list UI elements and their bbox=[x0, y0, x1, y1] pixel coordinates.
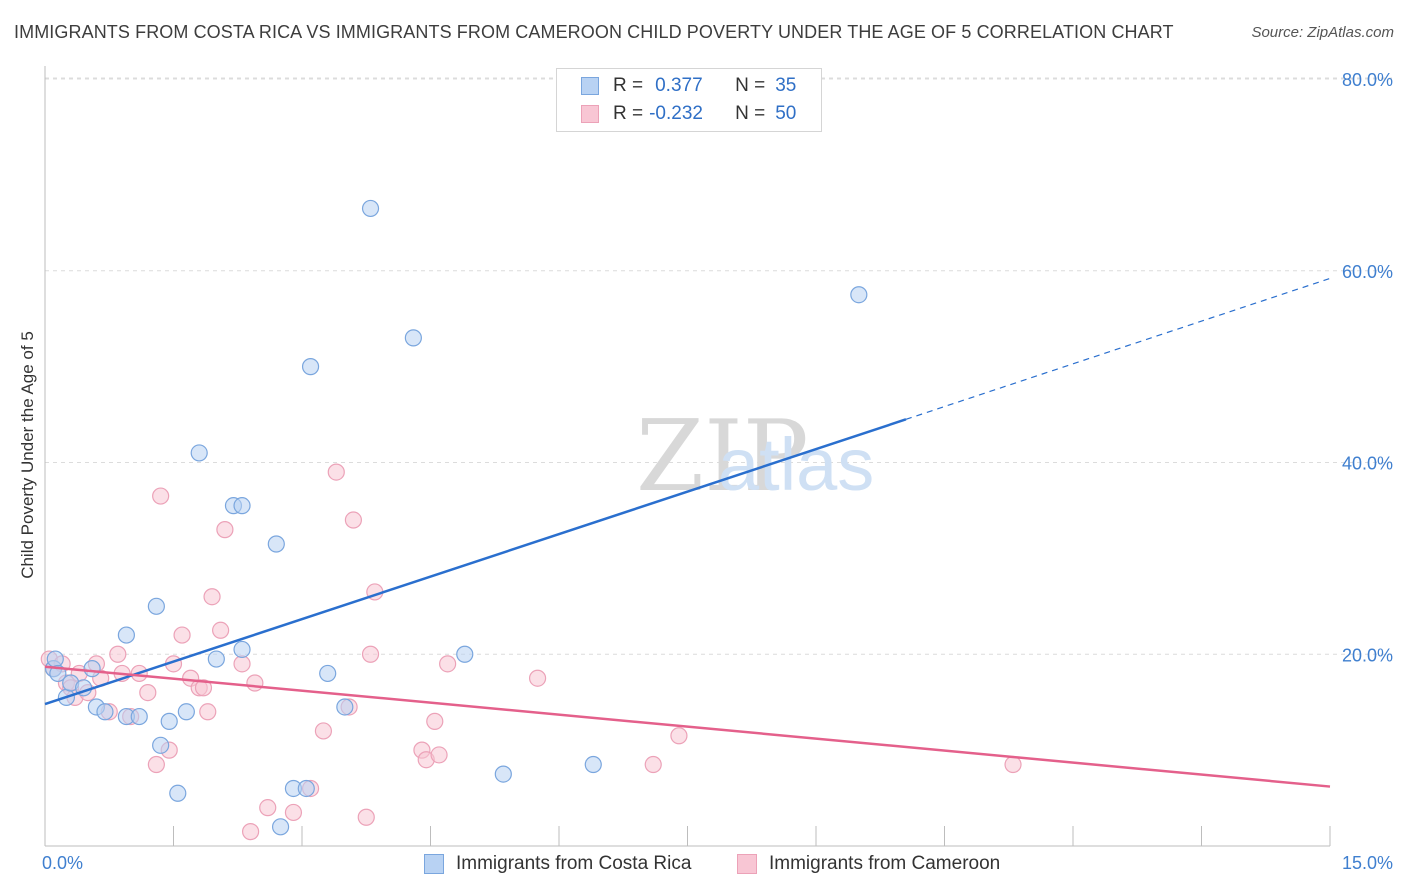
legend-n-value: 35 bbox=[775, 75, 797, 96]
point-costa-rica bbox=[301, 358, 320, 376]
point-cameroon bbox=[216, 521, 234, 539]
point-cameroon bbox=[212, 621, 230, 639]
watermark-zip: ZIP bbox=[636, 400, 809, 514]
legend-item-costa-rica: Immigrants from Costa Rica bbox=[424, 853, 691, 875]
point-cameroon bbox=[357, 808, 375, 826]
point-cameroon bbox=[1004, 755, 1022, 774]
legend-n-label: N = bbox=[735, 75, 766, 96]
point-costa-rica bbox=[456, 645, 474, 663]
legend-row-cameroon: R = -0.232 N = 50 bbox=[581, 101, 796, 127]
point-costa-rica bbox=[336, 698, 354, 716]
point-costa-rica bbox=[83, 660, 101, 678]
trend-lines bbox=[44, 277, 1331, 788]
legend-row-costa-rica: R = 0.377 N = 35 bbox=[581, 73, 796, 99]
point-cameroon bbox=[173, 626, 191, 644]
legend-swatch-cameroon bbox=[737, 854, 757, 874]
legend-swatch-blue bbox=[581, 77, 599, 95]
tick-labels: 20.0% 40.0% 60.0% 80.0% 0.0% 15.0% bbox=[42, 70, 1393, 873]
legend-n-value: 50 bbox=[775, 103, 797, 124]
stats-legend: R = 0.377 N = 35 R = -0.232 N = 50 bbox=[556, 68, 822, 132]
y-tick-label: 40.0% bbox=[1342, 454, 1393, 474]
x-tick-label: 0.0% bbox=[42, 853, 83, 873]
point-cameroon bbox=[439, 655, 457, 673]
legend-r-label: R = bbox=[613, 103, 644, 124]
series-cameroon-points bbox=[40, 463, 1022, 841]
point-costa-rica bbox=[584, 755, 602, 774]
axes bbox=[44, 66, 1331, 847]
trend-line-costa-rica-extension bbox=[905, 277, 1331, 420]
series-costa-rica-points bbox=[44, 199, 868, 836]
point-cameroon bbox=[203, 588, 221, 606]
point-cameroon bbox=[152, 487, 170, 505]
point-cameroon bbox=[344, 511, 362, 529]
point-costa-rica bbox=[267, 535, 285, 553]
y-tick-label: 80.0% bbox=[1342, 70, 1393, 90]
point-cameroon bbox=[284, 803, 303, 822]
trend-line-costa-rica bbox=[44, 418, 907, 706]
point-cameroon bbox=[426, 712, 444, 730]
point-cameroon bbox=[109, 645, 127, 663]
point-costa-rica bbox=[233, 640, 251, 659]
legend-r-label: R = bbox=[613, 75, 644, 96]
point-costa-rica bbox=[850, 286, 868, 304]
point-cameroon bbox=[246, 674, 264, 692]
legend-label-cameroon: Immigrants from Cameroon bbox=[769, 853, 1001, 874]
point-costa-rica bbox=[147, 597, 165, 615]
source-label: Source: ZipAtlas.com bbox=[1251, 24, 1394, 41]
chart-title: IMMIGRANTS FROM COSTA RICA VS IMMIGRANTS… bbox=[14, 22, 1174, 42]
point-costa-rica bbox=[130, 707, 148, 726]
point-costa-rica bbox=[177, 703, 195, 721]
point-costa-rica bbox=[233, 497, 251, 515]
point-cameroon bbox=[314, 722, 333, 740]
legend-label-costa-rica: Immigrants from Costa Rica bbox=[456, 853, 692, 874]
point-costa-rica bbox=[169, 784, 187, 802]
point-cameroon bbox=[147, 755, 165, 774]
point-cameroon bbox=[139, 683, 157, 702]
point-costa-rica bbox=[46, 650, 64, 668]
gridlines bbox=[45, 77, 1392, 655]
point-costa-rica bbox=[117, 626, 135, 644]
series-legend: Immigrants from Costa Rica Immigrants fr… bbox=[0, 851, 1406, 879]
point-costa-rica bbox=[297, 779, 315, 798]
y-tick-label: 20.0% bbox=[1342, 645, 1393, 665]
point-costa-rica bbox=[404, 329, 422, 347]
y-tick-label: 60.0% bbox=[1342, 262, 1393, 282]
point-costa-rica bbox=[207, 650, 225, 668]
point-cameroon bbox=[259, 799, 277, 817]
point-cameroon bbox=[327, 463, 345, 481]
legend-r-value: 0.377 bbox=[655, 75, 703, 96]
point-cameroon bbox=[644, 755, 662, 774]
point-costa-rica bbox=[96, 703, 114, 721]
point-cameroon bbox=[199, 703, 217, 721]
point-cameroon bbox=[242, 823, 260, 841]
point-cameroon bbox=[430, 746, 448, 764]
legend-n-label: N = bbox=[735, 103, 766, 124]
point-costa-rica bbox=[494, 765, 512, 783]
point-cameroon bbox=[233, 655, 251, 673]
point-costa-rica bbox=[152, 736, 170, 754]
point-costa-rica bbox=[271, 818, 290, 836]
point-costa-rica bbox=[190, 444, 208, 462]
point-cameroon bbox=[361, 645, 380, 663]
point-cameroon bbox=[528, 669, 547, 687]
watermark: ZIP atlas bbox=[636, 400, 874, 514]
trend-line-cameroon bbox=[44, 665, 1331, 788]
point-cameroon bbox=[670, 727, 688, 745]
point-costa-rica bbox=[319, 664, 337, 683]
point-costa-rica bbox=[361, 199, 380, 218]
point-cameroon bbox=[194, 679, 213, 697]
legend-item-cameroon: Immigrants from Cameroon bbox=[737, 853, 1000, 875]
x-tick-label: 15.0% bbox=[1342, 853, 1393, 873]
legend-swatch-pink bbox=[581, 105, 599, 123]
watermark-atlas: atlas bbox=[718, 423, 874, 506]
legend-swatch-costa-rica bbox=[424, 854, 444, 874]
point-costa-rica bbox=[160, 712, 178, 730]
legend-r-value: -0.232 bbox=[649, 103, 703, 124]
